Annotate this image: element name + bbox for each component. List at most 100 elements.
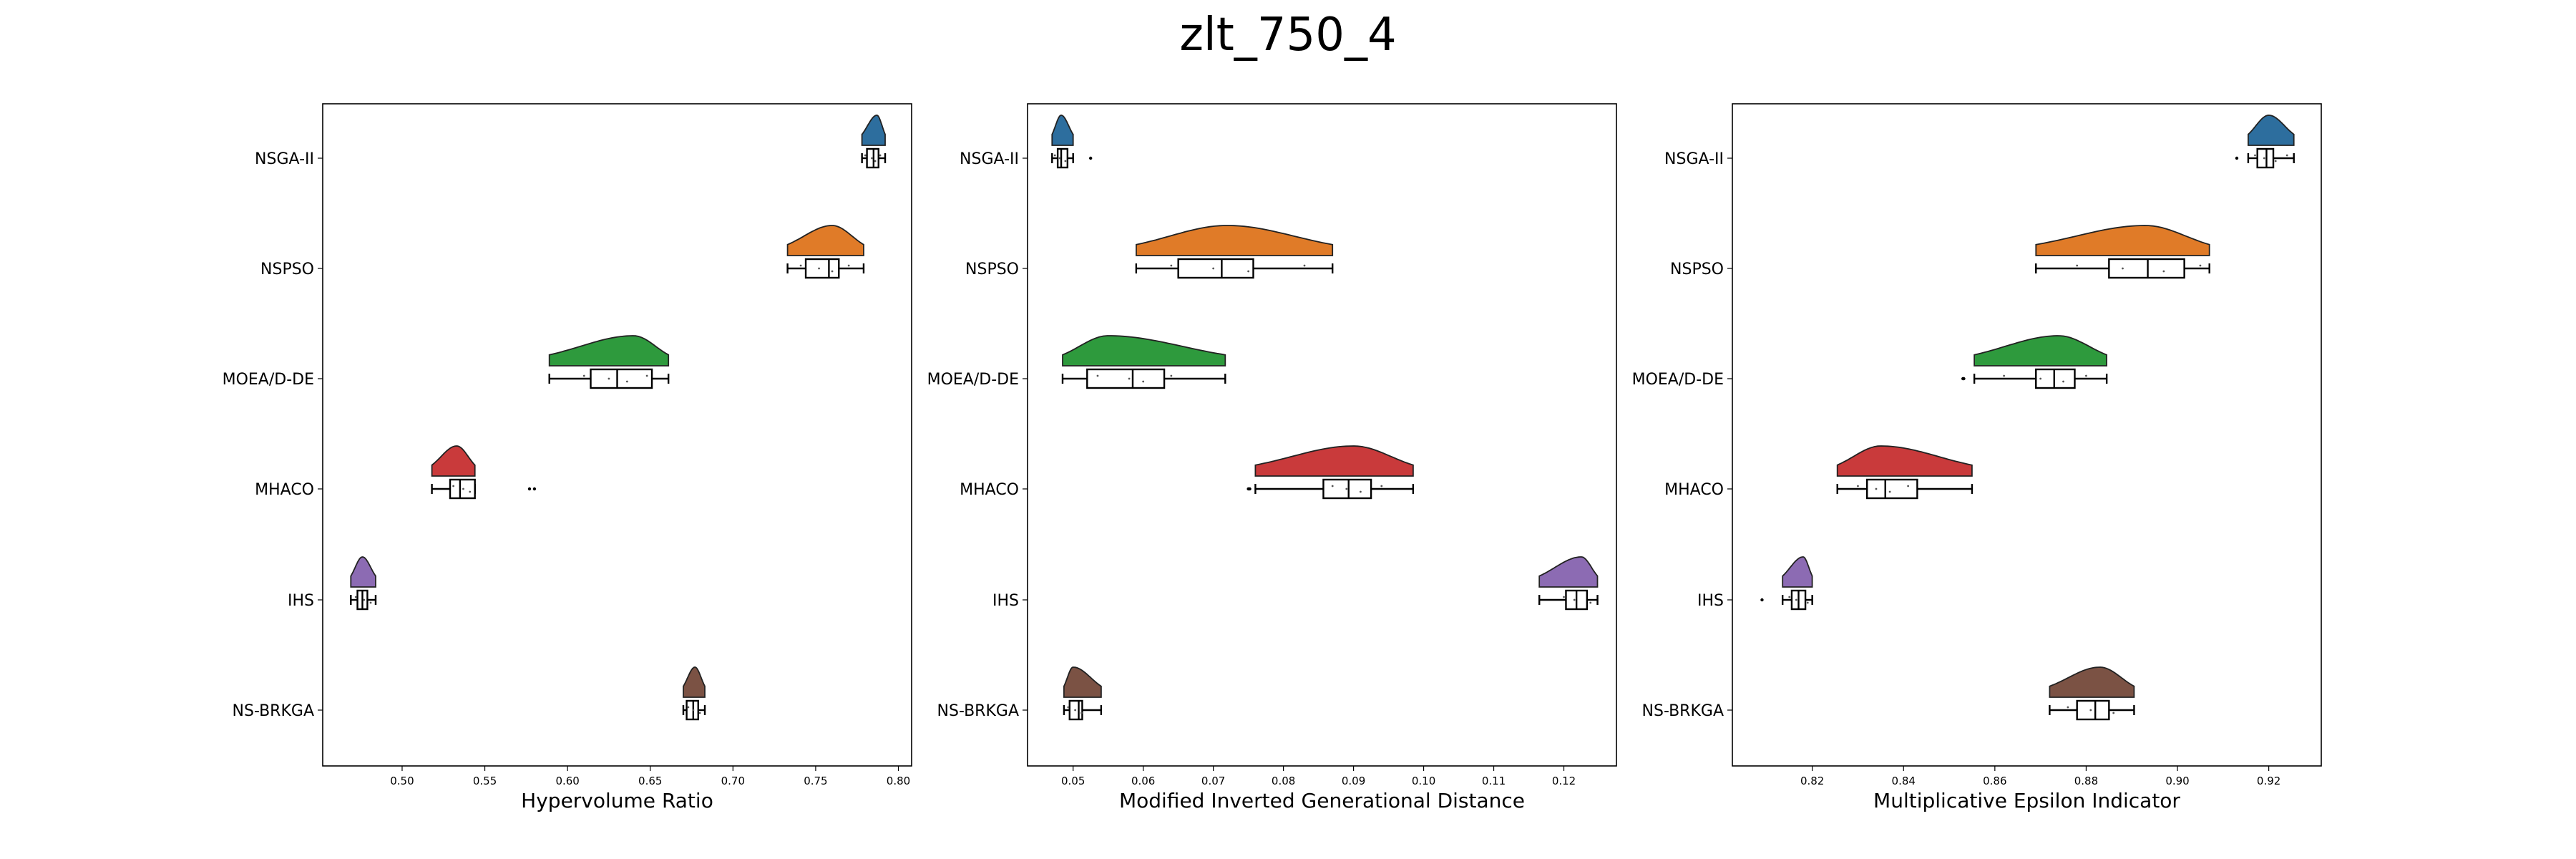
cloud-shape — [1538, 556, 1599, 588]
series-ns-brkga: NS-BRKGA — [937, 666, 1103, 721]
rain-point — [2274, 160, 2277, 162]
y-tick-label: NSGA-II — [255, 150, 314, 168]
y-tick-label: MHACO — [960, 481, 1019, 499]
x-tick-label: 0.10 — [1412, 775, 1435, 787]
rain-point — [1303, 264, 1306, 267]
x-axis-label: Modified Inverted Generational Distance — [1119, 789, 1525, 812]
rain-point — [818, 267, 820, 270]
x-tick-label: 0.07 — [1201, 775, 1225, 787]
rain-point — [363, 598, 366, 601]
rain-point — [1080, 712, 1083, 714]
rain-point — [625, 380, 628, 383]
rain-point — [1170, 264, 1173, 267]
x-tick-label: 0.50 — [390, 775, 414, 787]
cloud-shape — [1782, 556, 1813, 588]
plot-frame — [1732, 103, 2322, 767]
rain-point — [2076, 264, 2079, 267]
x-tick-label: 0.12 — [1552, 775, 1576, 787]
rain-point — [1380, 485, 1383, 487]
x-tick-label: 0.05 — [1061, 775, 1085, 787]
series-nspso: NSPSO — [965, 225, 1334, 279]
box-iqr — [2256, 147, 2275, 169]
outlier-point — [1760, 598, 1764, 602]
rain-point — [469, 490, 472, 493]
series-mhaco: MHACO — [1664, 445, 1974, 500]
cloud-shape — [2049, 666, 2135, 698]
chart-panel-2: 0.05 0.06 0.07 0.08 0.09 0.10 0.11 0.12 Modified… — [927, 103, 1617, 812]
rain-point — [369, 601, 372, 604]
chart-panel-1: 0.50 0.55 0.60 0.65 0.70 0.75 0.80 Hypervolume … — [223, 103, 912, 812]
series-ihs: IHS — [288, 556, 377, 611]
series-nsga-ii: NSGA-II — [1664, 115, 2295, 169]
rain-point — [1331, 485, 1334, 487]
y-tick-label: NSGA-II — [1664, 150, 1724, 168]
y-tick-label: NSPSO — [1670, 261, 1724, 278]
y-tick-label: NSPSO — [260, 261, 314, 278]
x-tick-label: 0.86 — [1983, 775, 2006, 787]
rain-point — [2199, 264, 2202, 267]
rain-point — [1573, 598, 1576, 601]
series-nsga-ii: NSGA-II — [960, 115, 1093, 169]
y-tick-label: NSGA-II — [960, 150, 1019, 168]
y-tick-label: NS-BRKGA — [233, 702, 314, 720]
cloud-shape — [1974, 335, 2107, 367]
x-axis-label: Hypervolume Ratio — [521, 789, 713, 812]
series-nsga-ii: NSGA-II — [255, 115, 887, 169]
rain-point — [799, 264, 802, 267]
x-tick-label: 0.09 — [1342, 775, 1365, 787]
rain-point — [1345, 487, 1348, 490]
box-iqr — [1086, 368, 1166, 389]
rain-point — [2285, 154, 2288, 157]
rain-point — [1247, 270, 1250, 273]
rain-point — [1589, 601, 1592, 604]
x-tick-label: 0.82 — [1800, 775, 1824, 787]
chart-panel-3: 0.82 0.84 0.86 0.88 0.90 0.92 Multiplicative E… — [1632, 103, 2322, 812]
cloud-shape — [2035, 225, 2210, 256]
cloud-shape — [431, 445, 476, 477]
box-iqr — [2076, 699, 2110, 721]
rain-point — [2039, 377, 2042, 380]
series-ihs: IHS — [992, 556, 1599, 611]
x-tick-label: 0.70 — [721, 775, 745, 787]
outlier-point — [1088, 156, 1093, 160]
rain-point — [1788, 596, 1791, 598]
rain-point — [1806, 601, 1809, 604]
rain-point — [1907, 485, 1910, 487]
rain-point — [608, 377, 610, 380]
rain-point — [1053, 154, 1056, 157]
cloud-shape — [1063, 666, 1102, 698]
y-tick-label: IHS — [992, 592, 1019, 610]
box-iqr — [1866, 478, 1918, 500]
rain-point — [847, 264, 850, 267]
rain-point — [354, 596, 357, 598]
y-tick-label: MHACO — [255, 481, 314, 499]
y-tick-label: MHACO — [1664, 481, 1724, 499]
rain-point — [1795, 598, 1797, 601]
cloud-shape — [1254, 445, 1414, 477]
plot-frame — [322, 103, 912, 767]
rain-point — [831, 270, 834, 273]
x-tick-label: 0.92 — [2257, 775, 2280, 787]
rain-point — [1359, 490, 1362, 493]
y-tick-label: MOEA/D-DE — [223, 371, 314, 389]
box-iqr — [804, 258, 840, 279]
rain-point — [1875, 487, 1878, 490]
rain-point — [687, 706, 690, 709]
outlier-point — [527, 487, 532, 491]
box-iqr — [590, 368, 653, 389]
rain-point — [1212, 267, 1215, 270]
series-mhaco: MHACO — [960, 445, 1415, 500]
x-tick-label: 0.55 — [473, 775, 497, 787]
rain-point — [1074, 709, 1077, 712]
outlier-point — [2235, 156, 2239, 160]
y-tick-label: IHS — [1697, 592, 1724, 610]
rain-point — [462, 487, 464, 490]
series-ns-brkga: NS-BRKGA — [1642, 666, 2135, 721]
rain-point — [2067, 706, 2069, 709]
x-tick-label: 0.88 — [2074, 775, 2098, 787]
cloud-shape — [1136, 225, 1334, 256]
outlier-point — [532, 487, 537, 491]
rain-point — [871, 157, 873, 160]
rain-point — [2254, 154, 2256, 157]
